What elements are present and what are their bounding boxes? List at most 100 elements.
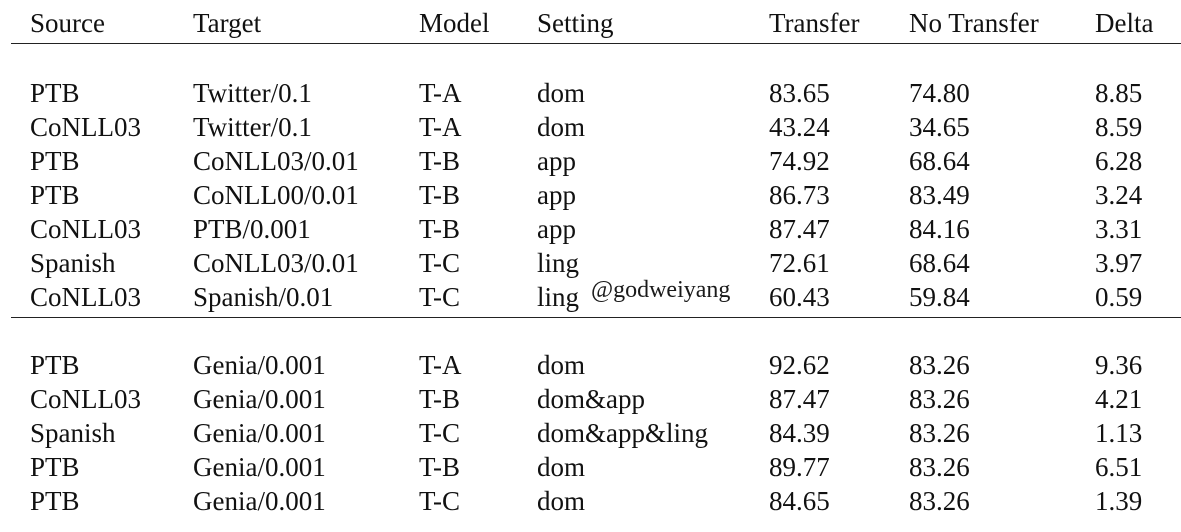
source-cell: PTB (30, 146, 80, 176)
top-rule (11, 43, 1181, 44)
transfer-cell: 84.65 (769, 486, 830, 516)
target-cell: Twitter/0.1 (193, 112, 312, 142)
target-cell: CoNLL00/0.01 (193, 180, 359, 210)
model-cell: T-B (419, 146, 461, 176)
model-cell: T-B (419, 452, 461, 482)
source-cell: PTB (30, 350, 80, 380)
transfer-cell: 89.77 (769, 452, 830, 482)
no-transfer-cell: 74.80 (909, 78, 970, 108)
transfer-cell: 86.73 (769, 180, 830, 210)
target-cell: Genia/0.001 (193, 384, 326, 414)
table-row: PTB Genia/0.001 T-B dom 89.77 83.26 6.51 (0, 450, 1181, 484)
transfer-cell: 74.92 (769, 146, 830, 176)
no-transfer-cell: 59.84 (909, 282, 970, 312)
delta-cell: 1.13 (1095, 418, 1143, 448)
header-source: Source (30, 8, 105, 38)
table-row: PTB CoNLL00/0.01 T-B app 86.73 83.49 3.2… (0, 178, 1181, 212)
no-transfer-cell: 83.26 (909, 486, 970, 516)
transfer-cell: 87.47 (769, 384, 830, 414)
table-row: PTB Genia/0.001 T-C dom 84.65 83.26 1.39 (0, 484, 1181, 518)
source-cell: PTB (30, 486, 80, 516)
table-row: CoNLL03 PTB/0.001 T-B app 87.47 84.16 3.… (0, 212, 1181, 246)
transfer-cell: 84.39 (769, 418, 830, 448)
model-cell: T-B (419, 180, 461, 210)
transfer-cell: 72.61 (769, 248, 830, 278)
model-cell: T-A (419, 112, 462, 142)
no-transfer-cell: 83.26 (909, 452, 970, 482)
source-cell: CoNLL03 (30, 282, 141, 312)
target-cell: PTB/0.001 (193, 214, 311, 244)
model-cell: T-C (419, 418, 461, 448)
target-cell: Genia/0.001 (193, 486, 326, 516)
table-row: CoNLL03 Genia/0.001 T-B dom&app 87.47 83… (0, 382, 1181, 416)
delta-cell: 0.59 (1095, 282, 1143, 312)
no-transfer-cell: 83.26 (909, 350, 970, 380)
header-model: Model (419, 8, 490, 38)
header-transfer: Transfer (769, 8, 860, 38)
model-cell: T-C (419, 248, 461, 278)
delta-cell: 8.85 (1095, 78, 1143, 108)
setting-cell: ling (537, 282, 580, 312)
setting-cell: dom&app (537, 384, 645, 414)
delta-cell: 3.31 (1095, 214, 1143, 244)
table-row: Spanish Genia/0.001 T-C dom&app&ling 84.… (0, 416, 1181, 450)
source-cell: PTB (30, 180, 80, 210)
no-transfer-cell: 83.49 (909, 180, 970, 210)
watermark-text: @godweiyang (591, 277, 731, 303)
transfer-cell: 92.62 (769, 350, 830, 380)
target-cell: Genia/0.001 (193, 452, 326, 482)
model-cell: T-A (419, 350, 462, 380)
no-transfer-cell: 68.64 (909, 146, 970, 176)
table-row: CoNLL03 Twitter/0.1 T-A dom 43.24 34.65 … (0, 110, 1181, 144)
setting-cell: dom (537, 78, 586, 108)
source-cell: Spanish (30, 418, 116, 448)
setting-cell: app (537, 146, 576, 176)
table-row: PTB Twitter/0.1 T-A dom 83.65 74.80 8.85 (0, 76, 1181, 110)
table-row: PTB CoNLL03/0.01 T-B app 74.92 68.64 6.2… (0, 144, 1181, 178)
group-divider-rule (11, 317, 1181, 318)
delta-cell: 4.21 (1095, 384, 1143, 414)
target-cell: Genia/0.001 (193, 350, 326, 380)
target-cell: CoNLL03/0.01 (193, 146, 359, 176)
no-transfer-cell: 34.65 (909, 112, 970, 142)
source-cell: CoNLL03 (30, 112, 141, 142)
setting-cell: dom (537, 350, 586, 380)
setting-cell: ling (537, 248, 580, 278)
target-cell: CoNLL03/0.01 (193, 248, 359, 278)
no-transfer-cell: 83.26 (909, 384, 970, 414)
transfer-cell: 83.65 (769, 78, 830, 108)
delta-cell: 3.97 (1095, 248, 1143, 278)
target-cell: Spanish/0.01 (193, 282, 334, 312)
setting-cell: dom (537, 452, 586, 482)
no-transfer-cell: 68.64 (909, 248, 970, 278)
delta-cell: 6.28 (1095, 146, 1143, 176)
table-row: PTB Genia/0.001 T-A dom 92.62 83.26 9.36 (0, 348, 1181, 382)
source-cell: CoNLL03 (30, 384, 141, 414)
header-target: Target (193, 8, 262, 38)
model-cell: T-C (419, 486, 461, 516)
setting-cell: dom (537, 112, 586, 142)
model-cell: T-B (419, 384, 461, 414)
delta-cell: 9.36 (1095, 350, 1143, 380)
header-row: Source Target Model Setting Transfer No … (0, 6, 1181, 40)
setting-cell: app (537, 180, 576, 210)
model-cell: T-A (419, 78, 462, 108)
target-cell: Twitter/0.1 (193, 78, 312, 108)
source-cell: CoNLL03 (30, 214, 141, 244)
transfer-cell: 43.24 (769, 112, 830, 142)
setting-cell: dom (537, 486, 586, 516)
setting-cell: app (537, 214, 576, 244)
header-delta: Delta (1095, 8, 1154, 38)
header-setting: Setting (537, 8, 614, 38)
header-no-transfer: No Transfer (909, 8, 1039, 38)
transfer-cell: 60.43 (769, 282, 830, 312)
model-cell: T-C (419, 282, 461, 312)
source-cell: PTB (30, 78, 80, 108)
source-cell: PTB (30, 452, 80, 482)
no-transfer-cell: 84.16 (909, 214, 970, 244)
target-cell: Genia/0.001 (193, 418, 326, 448)
source-cell: Spanish (30, 248, 116, 278)
setting-cell: dom&app&ling (537, 418, 708, 448)
table-row: Spanish CoNLL03/0.01 T-C ling 72.61 68.6… (0, 246, 1181, 280)
